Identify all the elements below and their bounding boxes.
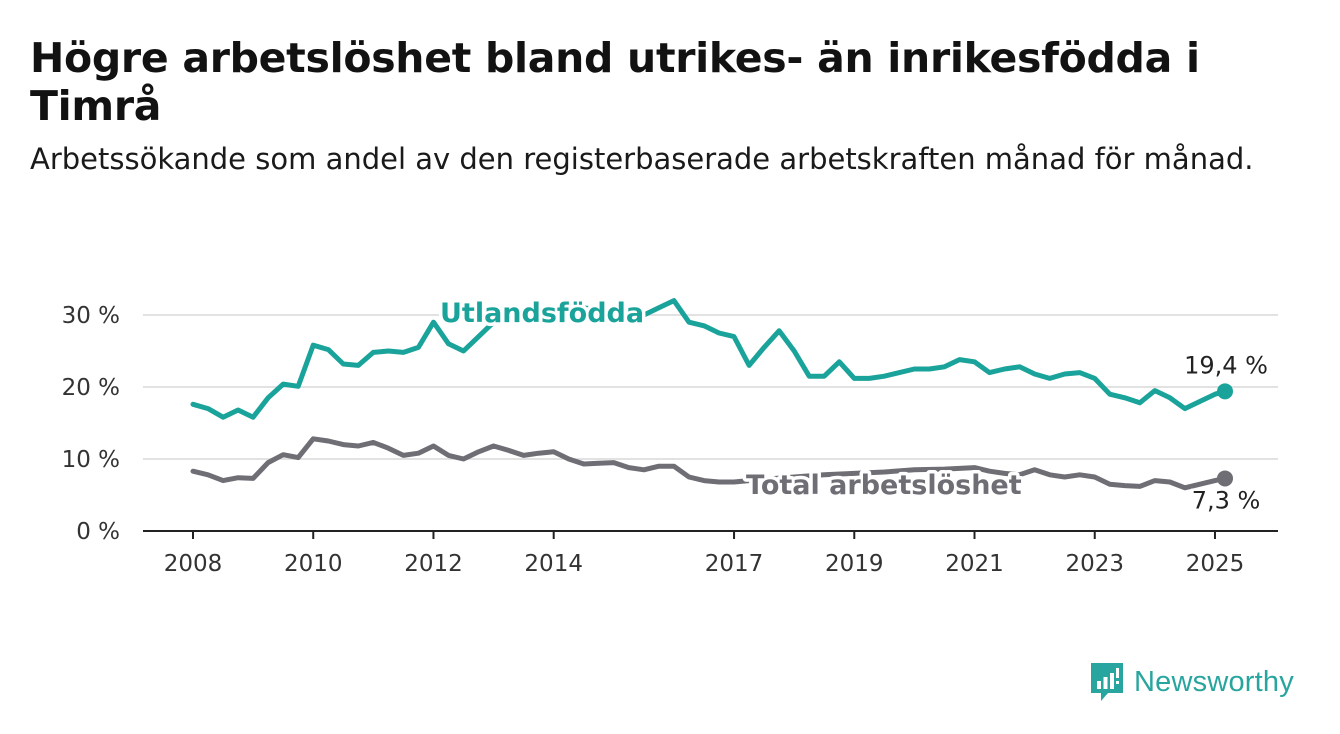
x-tick-label: 2008	[164, 551, 223, 577]
series-label-utlandsfodda: Utlandsfödda	[440, 298, 644, 329]
bar-chart-logo-icon	[1091, 663, 1123, 701]
y-tick-label: 10 %	[62, 447, 120, 473]
y-tick-label: 20 %	[62, 375, 120, 401]
x-tick-label: 2023	[1065, 551, 1124, 577]
x-tick-label: 2012	[404, 551, 463, 577]
x-tick-label: 2010	[284, 551, 343, 577]
y-tick-label: 0 %	[76, 519, 120, 545]
brand-name: Newsworthy	[1134, 665, 1294, 698]
newsworthy-logo: Newsworthy	[1088, 660, 1294, 704]
y-tick-label: 30 %	[62, 303, 120, 329]
series-line-total	[190, 436, 1228, 491]
end-point-total	[1217, 470, 1233, 487]
end-label-total: 7,3 %	[1192, 486, 1261, 514]
series-line-utlandsfodda	[190, 298, 1228, 420]
x-tick-label: 2014	[524, 551, 583, 577]
x-tick-label: 2021	[945, 551, 1004, 577]
chart-title: Högre arbetslöshet bland utrikes- än inr…	[30, 34, 1200, 130]
chart-subtitle: Arbetssökande som andel av den registerb…	[30, 142, 1254, 176]
series-label-total: Total arbetslöshet	[746, 470, 1022, 501]
x-tick-label: 2025	[1186, 551, 1245, 577]
x-tick-label: 2019	[825, 551, 884, 577]
end-point-utlandsfodda	[1217, 383, 1233, 400]
x-tick-label: 2017	[705, 551, 764, 577]
end-label-utlandsfodda: 19,4 %	[1184, 351, 1268, 379]
